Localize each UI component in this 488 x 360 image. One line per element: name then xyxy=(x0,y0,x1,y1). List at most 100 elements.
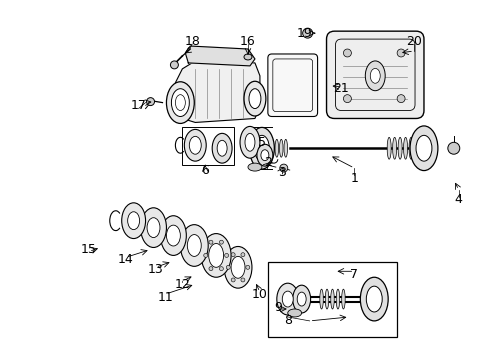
Ellipse shape xyxy=(147,218,160,238)
Ellipse shape xyxy=(276,283,298,315)
Text: 3: 3 xyxy=(277,166,285,179)
Ellipse shape xyxy=(166,225,180,246)
Ellipse shape xyxy=(297,292,305,306)
Ellipse shape xyxy=(175,95,185,111)
Ellipse shape xyxy=(415,135,431,161)
Ellipse shape xyxy=(325,289,328,309)
Ellipse shape xyxy=(166,82,194,123)
Text: 1: 1 xyxy=(350,171,358,185)
Ellipse shape xyxy=(171,89,189,117)
Ellipse shape xyxy=(180,225,208,266)
Ellipse shape xyxy=(212,133,232,163)
Ellipse shape xyxy=(392,137,396,159)
Ellipse shape xyxy=(414,137,418,159)
Circle shape xyxy=(208,267,212,271)
Text: 17: 17 xyxy=(130,99,146,112)
Ellipse shape xyxy=(319,289,323,309)
Text: 14: 14 xyxy=(118,253,133,266)
Ellipse shape xyxy=(254,135,269,161)
Ellipse shape xyxy=(217,140,226,156)
Ellipse shape xyxy=(403,137,407,159)
Ellipse shape xyxy=(244,81,265,116)
Polygon shape xyxy=(172,61,260,122)
Ellipse shape xyxy=(336,289,339,309)
Circle shape xyxy=(231,278,235,282)
Text: 11: 11 xyxy=(157,291,173,303)
Ellipse shape xyxy=(408,137,412,159)
Ellipse shape xyxy=(365,61,385,91)
Ellipse shape xyxy=(201,234,231,277)
Ellipse shape xyxy=(360,277,387,321)
Circle shape xyxy=(241,278,244,282)
Circle shape xyxy=(208,240,212,244)
Circle shape xyxy=(279,164,287,172)
Ellipse shape xyxy=(240,126,260,158)
Text: 6: 6 xyxy=(201,163,209,176)
Ellipse shape xyxy=(265,139,269,157)
Circle shape xyxy=(343,49,351,57)
Text: 16: 16 xyxy=(240,35,255,48)
Ellipse shape xyxy=(141,208,166,247)
Text: 5: 5 xyxy=(257,136,265,149)
Circle shape xyxy=(170,61,178,69)
Ellipse shape xyxy=(419,137,423,159)
Bar xyxy=(182,127,234,165)
Ellipse shape xyxy=(287,309,301,317)
Ellipse shape xyxy=(244,54,251,60)
Ellipse shape xyxy=(127,212,139,230)
Circle shape xyxy=(203,253,207,257)
Circle shape xyxy=(146,98,154,105)
Text: 8: 8 xyxy=(283,314,291,327)
Circle shape xyxy=(343,95,351,103)
Text: 7: 7 xyxy=(350,268,358,281)
Text: 13: 13 xyxy=(147,263,163,276)
Ellipse shape xyxy=(184,129,206,161)
Ellipse shape xyxy=(231,256,244,278)
Circle shape xyxy=(245,265,249,269)
Ellipse shape xyxy=(397,137,401,159)
Text: 18: 18 xyxy=(184,35,200,48)
Text: 19: 19 xyxy=(296,27,312,40)
FancyBboxPatch shape xyxy=(326,31,423,118)
Ellipse shape xyxy=(256,144,272,166)
Text: 10: 10 xyxy=(251,288,267,301)
Text: 4: 4 xyxy=(454,193,462,206)
Ellipse shape xyxy=(208,243,223,267)
Ellipse shape xyxy=(284,139,287,157)
Ellipse shape xyxy=(247,163,262,171)
Ellipse shape xyxy=(369,68,380,83)
Text: 2: 2 xyxy=(264,156,271,168)
Circle shape xyxy=(396,49,404,57)
Text: 21: 21 xyxy=(333,82,348,95)
Polygon shape xyxy=(185,46,254,66)
Ellipse shape xyxy=(248,89,261,109)
Circle shape xyxy=(302,28,312,38)
Circle shape xyxy=(241,253,244,257)
Bar xyxy=(267,262,396,337)
Circle shape xyxy=(226,265,230,269)
Circle shape xyxy=(224,253,228,257)
Ellipse shape xyxy=(366,286,382,312)
Text: 15: 15 xyxy=(81,243,97,256)
Ellipse shape xyxy=(330,289,334,309)
Ellipse shape xyxy=(386,137,390,159)
Ellipse shape xyxy=(292,285,310,313)
Ellipse shape xyxy=(189,136,201,154)
Ellipse shape xyxy=(341,289,345,309)
Circle shape xyxy=(219,267,223,271)
Ellipse shape xyxy=(187,235,201,256)
Ellipse shape xyxy=(275,139,278,157)
Ellipse shape xyxy=(249,127,274,169)
FancyBboxPatch shape xyxy=(267,54,317,117)
Ellipse shape xyxy=(270,139,273,157)
Ellipse shape xyxy=(224,247,251,288)
Ellipse shape xyxy=(282,291,293,307)
Ellipse shape xyxy=(160,216,186,255)
Circle shape xyxy=(447,142,459,154)
Text: 9: 9 xyxy=(273,301,281,314)
Ellipse shape xyxy=(409,126,437,171)
Text: 12: 12 xyxy=(174,278,190,291)
Circle shape xyxy=(231,253,235,257)
Circle shape xyxy=(396,95,404,103)
Circle shape xyxy=(219,240,223,244)
